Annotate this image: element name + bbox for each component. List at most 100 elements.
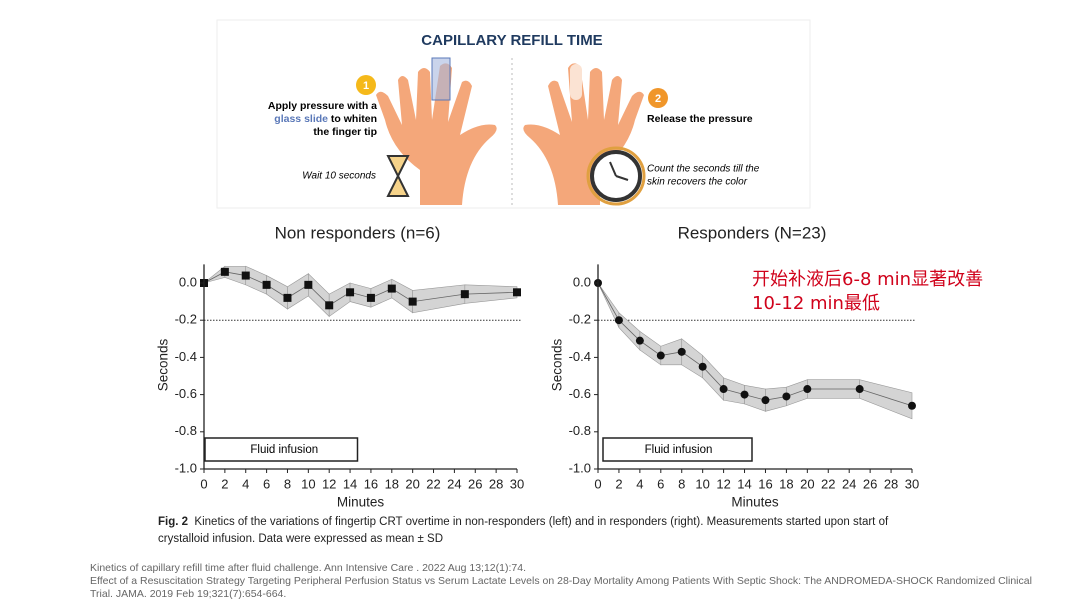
- marker: [635, 336, 644, 345]
- marker: [366, 293, 375, 302]
- clock-ring: [586, 146, 646, 206]
- x-tick-label: 16: [758, 476, 772, 491]
- step-text: Apply pressure with a: [268, 100, 377, 112]
- y-tick-label: -0.8: [569, 423, 591, 438]
- x-tick-label: 18: [385, 476, 399, 491]
- x-tick-label: 26: [468, 476, 482, 491]
- marker: [908, 401, 916, 410]
- marker: [387, 284, 396, 293]
- reference: Effect of a Resuscitation Strategy Targe…: [90, 575, 1032, 600]
- marker: [614, 316, 623, 325]
- x-axis-label: Minutes: [731, 495, 779, 510]
- wait-text: Wait 10 seconds: [302, 171, 376, 182]
- note-line: 10-12 min最低: [752, 293, 880, 314]
- sd-band: [391, 278, 413, 314]
- x-tick-label: 28: [489, 476, 503, 491]
- step-number: 2: [655, 93, 661, 105]
- charts: Non responders (n=6) Fluid infusion -1.0 -0…: [156, 223, 920, 509]
- x-tick-label: 2: [615, 476, 622, 491]
- annotation-box: [602, 437, 753, 462]
- infographic-frame: [216, 19, 811, 209]
- x-tick-label: 30: [905, 476, 919, 491]
- chart: Non responders (n=6) Fluid infusion -1.0 -0…: [156, 223, 525, 509]
- annotation-text: Fluid infusion: [645, 444, 713, 456]
- x-tick-label: 10: [695, 476, 709, 491]
- sd-band: [328, 282, 351, 318]
- marker: [408, 297, 417, 306]
- x-tick-label: 10: [301, 476, 315, 491]
- x-tick-label: 20: [405, 476, 419, 491]
- hand-right: [523, 63, 644, 205]
- marker: [346, 288, 355, 297]
- marker: [513, 288, 521, 297]
- marker: [698, 362, 707, 371]
- glass-slide: [431, 57, 451, 101]
- note-line: 开始补液后6-8 min显著改善: [752, 269, 984, 290]
- y-tick-label: -0.4: [569, 349, 591, 364]
- x-tick-label: 6: [263, 476, 270, 491]
- step-badge: [648, 88, 668, 108]
- marker: [782, 392, 791, 401]
- step-text: the finger tip: [313, 126, 377, 138]
- marker: [220, 267, 229, 276]
- count-text: skin recovers the color: [647, 177, 748, 188]
- x-tick-label: 0: [594, 476, 601, 491]
- marker: [283, 293, 292, 302]
- y-tick-label: 0.0: [179, 274, 197, 289]
- x-tick-label: 24: [447, 476, 461, 491]
- y-tick-label: -0.4: [175, 349, 197, 364]
- highlight: glass slide: [274, 113, 328, 125]
- marker: [460, 290, 469, 299]
- x-tick-label: 20: [800, 476, 814, 491]
- caption-text: Kinetics of the variations of fingertip …: [158, 516, 889, 545]
- x-tick-label: 14: [737, 476, 751, 491]
- whitened-tip: [570, 64, 582, 100]
- marker: [656, 351, 665, 360]
- y-tick-label: -0.6: [175, 386, 197, 401]
- x-tick-label: 4: [636, 476, 643, 491]
- infographic: CAPILLARY REFILL TIME 1 Apply pressure w…: [216, 19, 811, 209]
- caption-label: Fig. 2: [158, 516, 189, 528]
- references: Kinetics of capillary refill time after …: [90, 562, 1050, 601]
- chart-title: Responders (N=23): [678, 223, 827, 242]
- annotation-text: Fluid infusion: [250, 444, 318, 456]
- x-tick-label: 28: [884, 476, 898, 491]
- x-tick-label: 30: [510, 476, 524, 491]
- y-tick-label: 0.0: [573, 274, 591, 289]
- caption: Fig. 2 Kinetics of the variations of fin…: [158, 514, 918, 548]
- x-tick-label: 24: [842, 476, 856, 491]
- y-tick-label: -0.8: [175, 423, 197, 438]
- marker: [761, 396, 770, 405]
- infographic-title: CAPILLARY REFILL TIME: [421, 32, 602, 49]
- y-axis-label: Seconds: [550, 338, 565, 391]
- step-badge: [356, 75, 376, 95]
- y-tick-label: -0.2: [175, 312, 197, 327]
- x-tick-label: 4: [242, 476, 249, 491]
- marker: [677, 347, 686, 356]
- x-tick-label: 12: [716, 476, 730, 491]
- annotation-note: 开始补液后6-8 min显著改善 10-12 min最低: [752, 268, 983, 316]
- y-tick-label: -1.0: [569, 460, 591, 475]
- sd-band: [412, 284, 466, 314]
- y-axis-label: Seconds: [156, 338, 171, 391]
- x-tick-label: 18: [779, 476, 793, 491]
- marker: [304, 280, 313, 289]
- x-tick-label: 8: [284, 476, 291, 491]
- step-text: Release the pressure: [647, 113, 753, 125]
- y-tick-label: -0.6: [569, 386, 591, 401]
- step-text: glass slide to whiten: [274, 113, 377, 125]
- x-axis-label: Minutes: [337, 495, 385, 510]
- y-tick-label: -0.2: [569, 312, 591, 327]
- marker: [262, 280, 271, 289]
- chart-title: Non responders (n=6): [275, 223, 441, 242]
- reference: Kinetics of capillary refill time after …: [90, 562, 526, 574]
- x-tick-label: 2: [221, 476, 228, 491]
- sd-band: [681, 338, 703, 379]
- x-tick-label: 12: [322, 476, 336, 491]
- x-tick-label: 6: [657, 476, 664, 491]
- clock-hands: [609, 161, 629, 181]
- marker: [325, 301, 334, 310]
- step-text: to whiten: [331, 113, 377, 125]
